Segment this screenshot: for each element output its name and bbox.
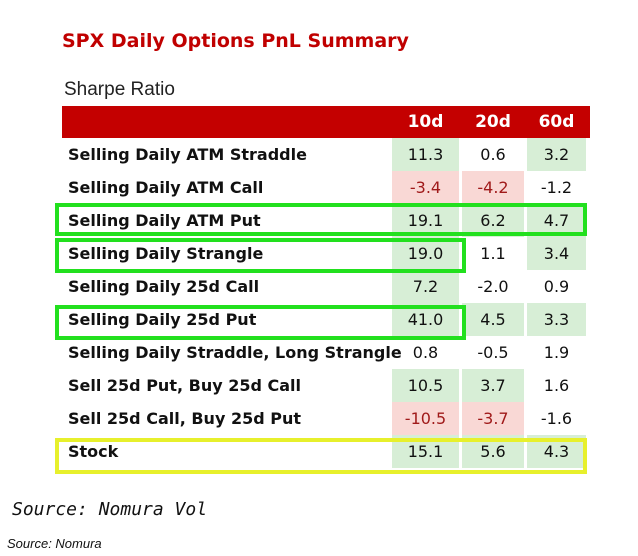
header-10d: 10d	[407, 112, 444, 132]
value-20d: 5.6	[462, 435, 524, 468]
chart-title: SPX Daily Options PnL Summary	[62, 30, 409, 52]
row-label: Sell 25d Put, Buy 25d Call	[68, 376, 301, 395]
row-label: Selling Daily Strangle	[68, 244, 264, 263]
value-10d: -3.4	[392, 171, 459, 204]
table-row: Selling Daily 25d Call 7.2 -2.0 0.9	[62, 270, 590, 303]
value-60d: 0.9	[543, 277, 570, 296]
value-20d: -0.5	[477, 343, 509, 362]
table-row: Sell 25d Call, Buy 25d Put -10.5 -3.7 -1…	[62, 402, 590, 435]
value-60d: 1.6	[543, 376, 570, 395]
table-row: Selling Daily ATM Straddle 11.3 0.6 3.2	[62, 138, 590, 171]
value-10d: 19.1	[392, 204, 459, 237]
table-row: Sell 25d Put, Buy 25d Call 10.5 3.7 1.6	[62, 369, 590, 402]
row-label: Selling Daily 25d Put	[68, 310, 257, 329]
value-20d: -2.0	[477, 277, 509, 296]
value-60d: -1.2	[540, 178, 573, 197]
table-row: Selling Daily Straddle, Long Strangle 0.…	[62, 336, 590, 369]
value-20d: -3.7	[462, 402, 524, 435]
value-10d: 19.0	[392, 237, 459, 270]
value-10d: -10.5	[392, 402, 459, 435]
row-label: Selling Daily ATM Call	[68, 178, 264, 197]
value-10d: 15.1	[392, 435, 459, 468]
value-20d: 0.6	[480, 145, 506, 164]
row-label: Stock	[68, 442, 119, 461]
value-10d: 11.3	[392, 138, 459, 171]
source-note: Source: Nomura Vol	[12, 499, 208, 520]
row-label: Selling Daily Straddle, Long Strangle	[68, 343, 402, 362]
row-label: Selling Daily 25d Call	[68, 277, 260, 296]
value-20d: 3.7	[462, 369, 524, 402]
value-10d: 0.8	[412, 343, 439, 362]
chart-subtitle: Sharpe Ratio	[64, 79, 175, 100]
value-20d: 6.2	[462, 204, 524, 237]
row-label: Selling Daily ATM Straddle	[68, 145, 307, 164]
table-row: Selling Daily ATM Put 19.1 6.2 4.7	[62, 204, 590, 237]
value-20d: -4.2	[462, 171, 524, 204]
sharpe-ratio-table: 10d 20d 60d Selling Daily ATM Straddle 1…	[55, 106, 590, 474]
value-10d: 10.5	[392, 369, 459, 402]
value-60d: 1.9	[543, 343, 570, 362]
value-60d: 4.7	[527, 204, 586, 237]
table-header-row: 10d 20d 60d	[62, 106, 590, 138]
value-60d: 3.4	[527, 237, 586, 270]
value-60d: 3.3	[527, 303, 586, 336]
value-10d: 41.0	[392, 303, 459, 336]
source-footnote: Source: Nomura	[7, 536, 102, 551]
row-label: Selling Daily ATM Put	[68, 211, 261, 230]
header-60d: 60d	[538, 112, 575, 132]
value-60d: -1.6	[540, 409, 573, 428]
row-label: Sell 25d Call, Buy 25d Put	[68, 409, 301, 428]
value-60d: 3.2	[527, 138, 586, 171]
value-10d: 7.2	[392, 270, 459, 303]
table-row: Selling Daily ATM Call -3.4 -4.2 -1.2	[62, 171, 590, 204]
table-row: Stock 15.1 5.6 4.3	[62, 435, 590, 468]
table-row: Selling Daily 25d Put 41.0 4.5 3.3	[62, 303, 590, 336]
value-20d: 4.5	[462, 303, 524, 336]
header-20d: 20d	[475, 112, 511, 132]
value-60d: 4.3	[527, 435, 586, 468]
value-20d: 1.1	[480, 244, 506, 263]
table-row: Selling Daily Strangle 19.0 1.1 3.4	[62, 237, 590, 270]
